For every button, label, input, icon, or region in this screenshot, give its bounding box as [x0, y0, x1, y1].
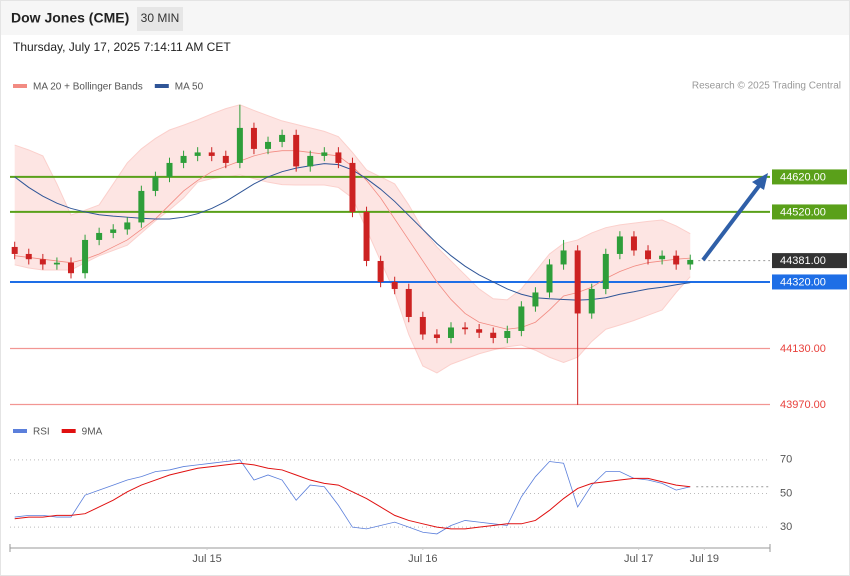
rsi-tick-label: 50 — [780, 487, 792, 499]
candle-body — [419, 316, 426, 335]
forecast-arrow — [701, 180, 764, 262]
level-label: 44620.00 — [780, 171, 826, 183]
candle-body — [82, 239, 89, 274]
level-label-box — [772, 204, 847, 220]
legend-label: RSI — [33, 427, 50, 438]
candle-body — [39, 259, 46, 265]
candle-body — [476, 329, 483, 333]
candle-body — [152, 176, 159, 191]
candle-body — [194, 152, 201, 156]
timestamp: Thursday, July 17, 2025 7:14:11 AM CET — [13, 40, 231, 54]
legend-swatch — [61, 429, 76, 433]
level-label: 44320.00 — [780, 276, 826, 288]
rsi-tick-label: 70 — [780, 454, 792, 466]
x-tick-label: Jul 19 — [690, 553, 719, 565]
candle-body — [490, 332, 497, 338]
candle-body — [616, 236, 623, 254]
candle-body — [447, 327, 454, 338]
legend-label: MA 50 — [175, 82, 204, 93]
candle-body — [166, 162, 173, 177]
candle-body — [67, 262, 74, 274]
candle-body — [208, 152, 215, 156]
candle-body — [138, 190, 145, 223]
candle-body — [602, 253, 609, 289]
level-label: 44130.00 — [780, 343, 826, 355]
candle-body — [532, 292, 539, 307]
level-label: 44381.00 — [780, 255, 826, 267]
candle-body — [222, 155, 229, 163]
legend-swatch — [13, 84, 27, 88]
level-label: 44520.00 — [780, 206, 826, 218]
source: Research © 2025 Trading Central — [692, 81, 841, 92]
rsi-tick-label: 30 — [780, 521, 792, 533]
candle-body — [659, 255, 666, 260]
candle-body — [236, 127, 243, 163]
candle-body — [504, 330, 511, 338]
candle-body — [377, 260, 384, 282]
candle-body — [349, 162, 356, 212]
level-label-box — [772, 169, 847, 185]
rsi-line — [14, 459, 691, 535]
candle-body — [110, 229, 117, 233]
level-label-box — [772, 253, 847, 269]
candle-body — [645, 250, 652, 260]
candle-body — [321, 152, 328, 156]
x-tick-label: Jul 15 — [192, 553, 221, 565]
candle-body — [673, 255, 680, 265]
candle-body — [363, 211, 370, 261]
candle-body — [25, 253, 32, 260]
candle-body — [180, 155, 187, 163]
candle-body — [293, 134, 300, 167]
legend-label: 9MA — [82, 427, 103, 438]
candle-body — [391, 281, 398, 289]
candle-body — [405, 288, 412, 317]
x-tick-label: Jul 17 — [624, 553, 653, 565]
candle-body — [124, 222, 131, 230]
forecast-arrow-head — [752, 173, 768, 190]
candle-body — [250, 127, 257, 149]
timeframe-box[interactable] — [137, 7, 183, 31]
timeframe[interactable]: 30 MIN — [141, 11, 180, 25]
candle-body — [265, 141, 272, 149]
candle-body — [53, 262, 60, 265]
candle-body — [588, 288, 595, 314]
level-label: 43970.00 — [780, 399, 826, 411]
legend-label: MA 20 + Bollinger Bands — [33, 82, 143, 93]
bollinger-upper — [14, 104, 691, 301]
candle-body — [687, 259, 694, 265]
candle-body — [560, 250, 567, 265]
candle-body — [546, 264, 553, 293]
x-tick-label: Jul 16 — [408, 553, 437, 565]
rsi-line — [14, 462, 691, 530]
candle-body — [630, 236, 637, 251]
legend-swatch — [154, 84, 169, 88]
candle-body — [96, 232, 103, 240]
candle-body — [335, 152, 342, 163]
candle-body — [307, 155, 314, 167]
candle-body — [462, 327, 469, 330]
candle-body — [574, 250, 581, 314]
legend-swatch — [13, 429, 27, 433]
candle-body — [11, 246, 18, 254]
level-label-box — [772, 274, 847, 290]
candle-body — [433, 334, 440, 338]
candle-body — [279, 134, 286, 142]
candle-body — [518, 306, 525, 331]
instrument-title: Dow Jones (CME) — [11, 10, 129, 26]
